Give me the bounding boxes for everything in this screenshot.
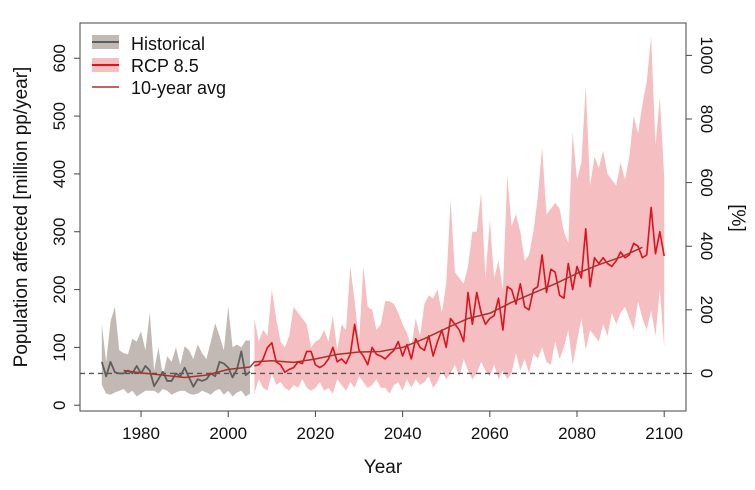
x-tick-label: 2060	[471, 424, 509, 443]
rcp-mean-line	[254, 206, 665, 374]
legend-label-avg: 10-year avg	[131, 78, 226, 98]
legend-item-avg: 10-year avg	[92, 78, 226, 98]
y-tick-label: 100	[50, 333, 69, 361]
y-right-tick-label: 800	[697, 105, 716, 133]
legend: Historical RCP 8.5 10-year avg	[92, 34, 226, 98]
y-tick-label: 200	[50, 275, 69, 303]
rcp-range-band	[254, 36, 665, 394]
plot-area	[80, 36, 686, 397]
legend-item-historical: Historical	[92, 34, 205, 54]
x-tick-label: 2100	[645, 424, 683, 443]
y-tick-label: 500	[50, 102, 69, 130]
x-tick-label: 2000	[209, 424, 247, 443]
y-axis-label: Population affected [million pp/year]	[11, 67, 32, 368]
y-right-tick-label: 200	[697, 296, 716, 324]
x-axis-label: Year	[364, 457, 403, 478]
axes: 1980 2000 2020 2040 2060 2080 2100010020030040…	[50, 36, 716, 443]
y-tick-label: 0	[50, 400, 69, 409]
legend-label-historical: Historical	[131, 34, 205, 54]
y-tick-label: 400	[50, 160, 69, 188]
y-right-tick-label: 1000	[697, 36, 716, 74]
y-tick-label: 300	[50, 218, 69, 246]
y-right-axis-label: [%]	[727, 204, 748, 231]
x-tick-label: 2040	[384, 424, 422, 443]
y-right-tick-label: 400	[697, 232, 716, 260]
y-right-tick-label: 600	[697, 168, 716, 196]
ten-year-avg-line	[123, 246, 643, 379]
x-tick-label: 2020	[297, 424, 335, 443]
legend-label-rcp: RCP 8.5	[131, 56, 199, 76]
x-tick-label: 1980	[122, 424, 160, 443]
historical-range-band	[101, 306, 251, 397]
y-tick-label: 600	[50, 44, 69, 72]
legend-item-rcp: RCP 8.5	[92, 56, 199, 76]
y-right-tick-label: 0	[697, 369, 716, 378]
x-tick-label: 2080	[558, 424, 596, 443]
